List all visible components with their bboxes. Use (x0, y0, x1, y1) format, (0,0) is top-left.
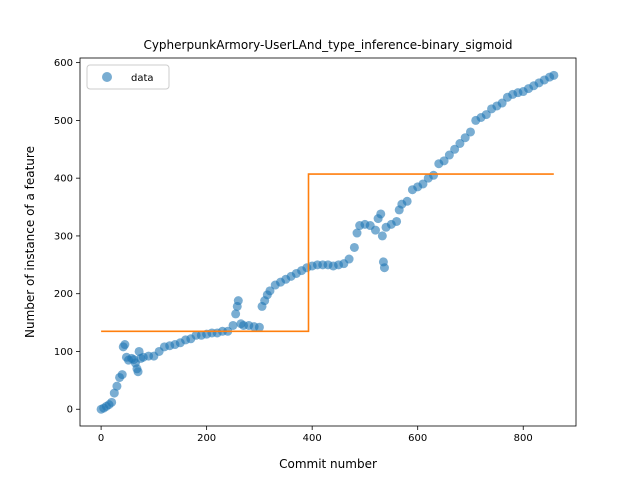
data-point (120, 340, 130, 350)
y-tick-label: 600 (54, 58, 73, 69)
data-point (107, 397, 117, 407)
data-point (429, 170, 439, 180)
data-point (349, 242, 359, 252)
x-tick-label: 400 (303, 433, 322, 444)
data-point (444, 150, 454, 160)
plot-frame (79, 57, 577, 427)
data-point (231, 309, 241, 319)
data-point (379, 263, 389, 273)
data-point (228, 320, 238, 330)
data-point (418, 179, 428, 189)
data-point (352, 228, 362, 238)
x-tick-label: 200 (197, 433, 216, 444)
plot-area: 0 200 400 600 800 0 100 200 300 400 500 600 (54, 58, 559, 444)
data-point (450, 144, 460, 154)
legend-label-data: data (131, 73, 154, 84)
data-point (460, 133, 470, 143)
data-point (233, 296, 243, 306)
data-point (392, 216, 402, 226)
legend-marker-data (102, 72, 112, 82)
y-tick-label: 100 (54, 347, 73, 358)
data-point (112, 381, 122, 391)
data-point (344, 254, 354, 264)
data-point (455, 139, 465, 149)
data-point (549, 70, 559, 80)
data-point (117, 370, 127, 380)
data-point (109, 388, 119, 398)
y-tick-label: 400 (54, 174, 73, 185)
legend: data (86, 64, 170, 90)
data-point (133, 367, 143, 377)
x-tick-label: 600 (408, 433, 427, 444)
data-point (376, 209, 386, 219)
fit-step-line (101, 173, 554, 333)
y-tick-label: 500 (54, 116, 73, 127)
data-point (402, 196, 412, 206)
y-tick-label: 0 (67, 405, 73, 416)
data-point (439, 156, 449, 166)
data-point (481, 110, 491, 120)
data-point (265, 286, 275, 296)
data-point (497, 98, 507, 108)
legend-box (86, 64, 170, 90)
data-point (465, 127, 475, 137)
chart-title: CypherpunkArmory-UserLAnd_type_inference… (143, 38, 512, 52)
y-tick-label: 300 (54, 231, 73, 242)
data-point (254, 322, 264, 332)
data-point (370, 225, 380, 235)
x-tick-label: 0 (98, 433, 104, 444)
data-point (377, 231, 387, 241)
x-tick-label: 800 (514, 433, 533, 444)
y-tick-label: 200 (54, 289, 73, 300)
y-axis-title: Number of instance of a feature (23, 146, 37, 338)
x-axis-title: Commit number (279, 457, 377, 471)
